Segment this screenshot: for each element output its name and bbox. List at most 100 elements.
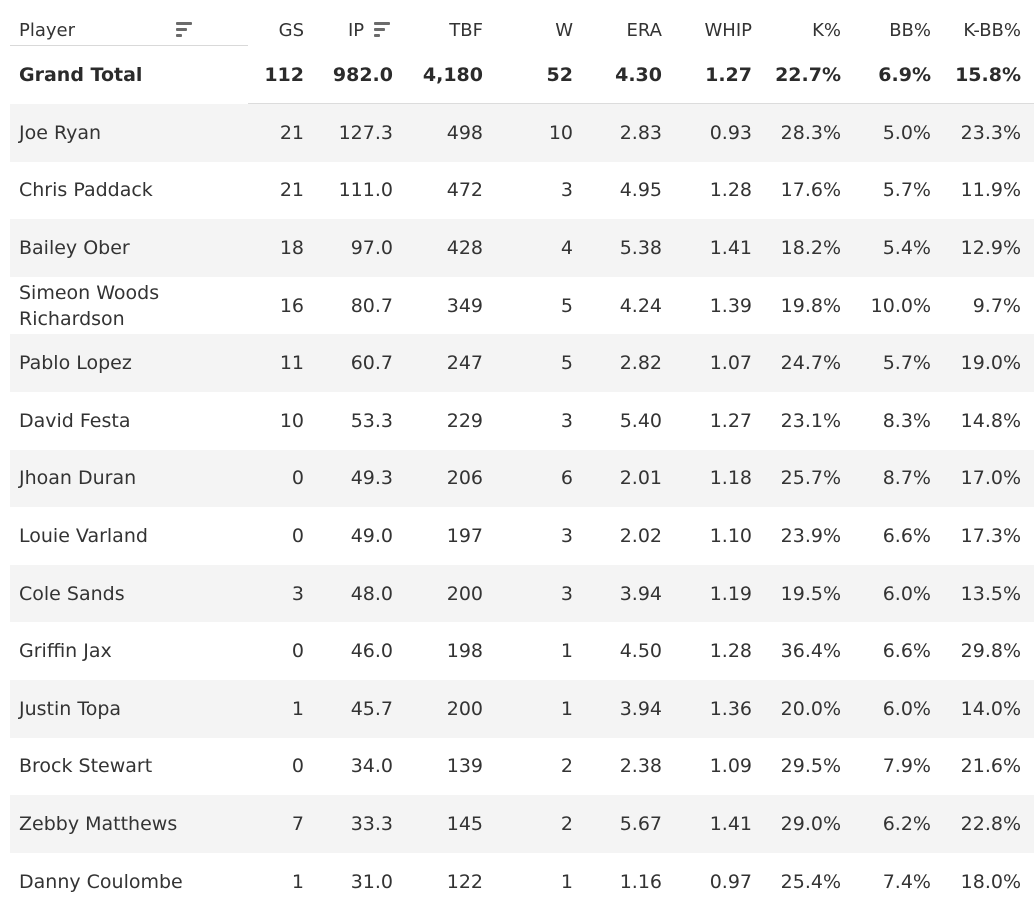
table-row[interactable]: Bailey Ober 18 97.0 428 4 5.38 1.41 18.2% 5.4% 12… [10,219,1034,277]
table-row[interactable]: Brock Stewart 0 34.0 139 2 2.38 1.09 29.5% 7.9% 2… [10,738,1034,796]
cell-whip: 0.93 [709,121,752,144]
table-row[interactable]: Pablo Lopez 11 60.7 247 5 2.82 1.07 24.7% 5.7% 19… [10,334,1034,392]
grand-total-bb-pct: 6.9% [878,63,931,86]
cell-whip: 1.36 [709,697,752,720]
cell-tbf: 122 [446,870,483,893]
player-name: Justin Topa [19,697,122,720]
table-row[interactable]: Joe Ryan 21 127.3 498 10 2.83 0.93 28.3% 5.0% 23.… [10,104,1034,162]
cell-gs: 0 [291,524,304,547]
cell-bb-pct: 8.7% [882,467,931,490]
player-name: David Festa [19,409,131,432]
table-row[interactable]: Chris Paddack 21 111.0 472 3 4.95 1.28 17.6% 5.7… [10,162,1034,220]
cell-k-bb-pct: 12.9% [960,236,1021,259]
grand-total-label: Grand Total [19,63,143,86]
cell-ip: 45.7 [350,697,393,720]
player-name: Griffin Jax [19,640,112,663]
cell-ip: 31.0 [350,870,393,893]
cell-era: 5.67 [619,812,662,835]
cell-bb-pct: 5.7% [882,179,931,202]
cell-era: 2.82 [619,352,662,375]
cell-bb-pct: 6.0% [882,697,931,720]
cell-era: 5.38 [619,236,662,259]
cell-k-pct: 20.0% [780,697,841,720]
cell-k-pct: 18.2% [780,236,841,259]
cell-bb-pct: 10.0% [870,294,931,317]
header-gs[interactable]: GS [278,20,304,41]
cell-k-pct: 24.7% [780,352,841,375]
table-row[interactable]: Griffin Jax 0 46.0 198 1 4.50 1.28 36.4% 6.6% 29.… [10,622,1034,680]
cell-era: 3.94 [619,582,662,605]
header-tbf[interactable]: TBF [449,20,483,41]
cell-ip: 111.0 [338,179,393,202]
cell-whip: 1.41 [709,236,752,259]
header-player[interactable]: Player [19,20,76,41]
table-row[interactable]: Zebby Matthews 7 33.3 145 2 5.67 1.41 29.0% 6.2%… [10,795,1034,853]
cell-k-bb-pct: 19.0% [960,352,1021,375]
cell-gs: 21 [279,179,304,202]
cell-tbf: 247 [446,352,483,375]
cell-bb-pct: 5.7% [882,352,931,375]
cell-ip: 34.0 [350,755,393,778]
cell-whip: 1.41 [709,812,752,835]
table-row[interactable]: Jhoan Duran 0 49.3 206 6 2.01 1.18 25.7% 8.7% 17.… [10,449,1034,508]
cell-k-pct: 29.0% [780,812,841,835]
cell-gs: 0 [291,640,304,663]
cell-k-pct: 28.3% [780,121,841,144]
cell-era: 4.24 [619,294,662,317]
cell-w: 3 [560,524,573,547]
table-row[interactable]: Louie Varland 0 49.0 197 3 2.02 1.10 23.9% 6.6% 1… [10,507,1034,565]
table-row[interactable]: Justin Topa 1 45.7 200 1 3.94 1.36 20.0% 6.0% 14.… [10,680,1034,738]
cell-ip: 127.3 [338,121,393,144]
cell-tbf: 139 [446,755,483,778]
cell-bb-pct: 6.6% [882,640,931,663]
cell-gs: 16 [279,294,304,317]
player-sort-icon[interactable] [176,20,192,41]
cell-whip: 0.97 [709,870,752,893]
cell-w: 10 [548,121,573,144]
cell-k-bb-pct: 17.3% [960,524,1021,547]
grand-total-row: Grand Total 112 982.0 4,180 52 4.30 1.27… [10,46,1034,104]
header-w[interactable]: W [555,20,573,41]
cell-gs: 11 [279,352,304,375]
table-row[interactable]: Danny Coulombe 1 31.0 122 1 1.16 0.97 25.4% 7.4%… [10,853,1034,911]
grand-total-tbf: 4,180 [422,63,483,86]
header-k-pct[interactable]: K% [812,20,841,41]
header-era[interactable]: ERA [626,20,662,41]
player-name: Chris Paddack [19,179,153,202]
table-row[interactable]: Simeon Woods Richardson 16 80.7 349 5 4.24 1.3… [10,277,1034,335]
header-bb-pct[interactable]: BB% [889,20,931,41]
cell-era: 5.40 [619,409,662,432]
cell-k-pct: 25.4% [780,870,841,893]
cell-k-bb-pct: 23.3% [960,121,1021,144]
cell-k-pct: 19.5% [780,582,841,605]
grand-total-k-bb-pct: 15.8% [955,63,1021,86]
cell-k-bb-pct: 13.5% [960,582,1021,605]
cell-whip: 1.28 [709,640,752,663]
cell-gs: 21 [279,121,304,144]
ip-sort-icon[interactable] [374,20,390,41]
grand-total-ip: 982.0 [332,63,393,86]
cell-k-bb-pct: 14.8% [960,409,1021,432]
header-divider [10,45,248,46]
header-ip[interactable]: IP [348,20,365,41]
grand-total-w: 52 [546,63,573,86]
cell-bb-pct: 5.0% [882,121,931,144]
cell-gs: 10 [279,409,304,432]
stats-table: Player GS IP TBF W ERA WHIP K% BB% K-BB%… [10,0,1034,893]
cell-w: 1 [560,870,573,893]
header-k-bb-pct[interactable]: K-BB% [963,20,1021,41]
cell-bb-pct: 7.4% [882,870,931,893]
header-whip[interactable]: WHIP [704,20,753,41]
cell-w: 1 [560,640,573,663]
cell-ip: 80.7 [350,294,393,317]
cell-whip: 1.09 [709,755,752,778]
cell-ip: 49.3 [350,467,393,490]
cell-whip: 1.18 [709,467,752,490]
cell-w: 6 [560,467,573,490]
table-row[interactable]: Cole Sands 3 48.0 200 3 3.94 1.19 19.5% 6.0% 13.5… [10,564,1034,623]
table-row[interactable]: David Festa 10 53.3 229 3 5.40 1.27 23.1% 8.3% 14… [10,392,1034,450]
grand-total-k-pct: 22.7% [775,63,841,86]
cell-tbf: 428 [446,236,483,259]
cell-tbf: 200 [446,582,483,605]
cell-w: 3 [560,582,573,605]
